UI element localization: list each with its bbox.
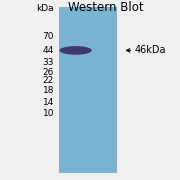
Text: kDa: kDa [36, 4, 54, 13]
Text: Western Blot: Western Blot [68, 1, 144, 14]
Text: 18: 18 [42, 86, 54, 94]
Text: 44: 44 [43, 46, 54, 55]
Text: 10: 10 [42, 109, 54, 118]
Text: 14: 14 [43, 98, 54, 107]
Text: 33: 33 [42, 58, 54, 67]
Text: 22: 22 [43, 76, 54, 85]
Text: 46kDa: 46kDa [135, 45, 166, 55]
Text: 70: 70 [42, 31, 54, 40]
Text: 26: 26 [43, 68, 54, 76]
Ellipse shape [59, 46, 92, 55]
Bar [59, 7, 117, 173]
